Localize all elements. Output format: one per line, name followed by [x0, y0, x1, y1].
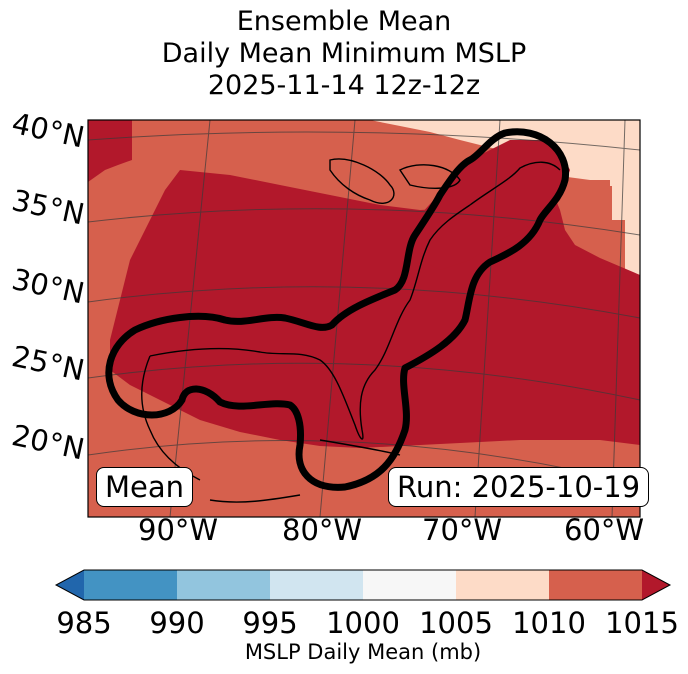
colorbar-segment	[549, 570, 642, 600]
colorbar-tick: 1005	[419, 606, 493, 640]
field-high-band	[110, 170, 640, 448]
colorbar-segment	[363, 570, 456, 600]
title-line-1: Ensemble Mean	[236, 6, 452, 37]
field-band-1005-1010-east	[612, 186, 640, 275]
colorbar-tick: 1015	[605, 606, 679, 640]
colorbar-tick: 1010	[512, 606, 586, 640]
lon-label-70w: 70°W	[422, 513, 503, 547]
colorbar-extend-low	[56, 570, 84, 600]
title-line-2: Daily Mean Minimum MSLP	[161, 38, 527, 69]
field-high-main	[88, 120, 132, 182]
colorbar-tick: 990	[149, 606, 205, 640]
field-band-1005-1010	[370, 120, 640, 186]
colorbar-segment	[177, 570, 270, 600]
mean-label-box: Mean	[96, 467, 194, 507]
colorbar-segment	[84, 570, 177, 600]
lon-label-90w: 90°W	[138, 513, 219, 547]
map-area	[88, 120, 640, 517]
colorbar-segment	[456, 570, 549, 600]
colorbar-extend-high	[642, 570, 670, 600]
colorbar-tick: 985	[56, 606, 112, 640]
colorbar	[54, 569, 672, 601]
colorbar-label: MSLP Daily Mean (mb)	[244, 640, 482, 664]
colorbar-tick: 1000	[326, 606, 400, 640]
lon-label-60w: 60°W	[564, 513, 645, 547]
colorbar-segment	[270, 570, 363, 600]
lon-label-80w: 80°W	[282, 513, 363, 547]
mslp-contour	[105, 128, 570, 491]
run-label-box: Run: 2025-10-19	[388, 467, 650, 507]
title-line-3: 2025-11-14 12z-12z	[207, 70, 481, 101]
colorbar-outline	[54, 569, 672, 601]
map-frame	[87, 119, 641, 518]
colorbar-tick: 995	[242, 606, 298, 640]
